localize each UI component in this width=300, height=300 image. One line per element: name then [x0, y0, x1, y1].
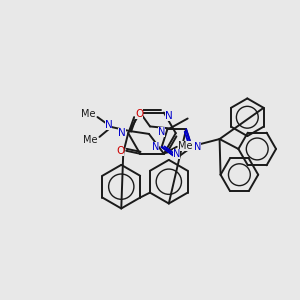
- Text: Me: Me: [81, 109, 96, 119]
- Text: N: N: [104, 120, 112, 130]
- Text: N: N: [173, 149, 180, 159]
- Text: Me: Me: [178, 141, 193, 151]
- Text: N: N: [165, 110, 173, 121]
- Text: N: N: [118, 128, 126, 138]
- Text: Me: Me: [83, 135, 98, 145]
- Text: O: O: [116, 146, 124, 156]
- Text: N: N: [158, 127, 165, 137]
- Text: N: N: [194, 142, 202, 152]
- Text: O: O: [135, 109, 143, 119]
- Text: N: N: [152, 142, 159, 152]
